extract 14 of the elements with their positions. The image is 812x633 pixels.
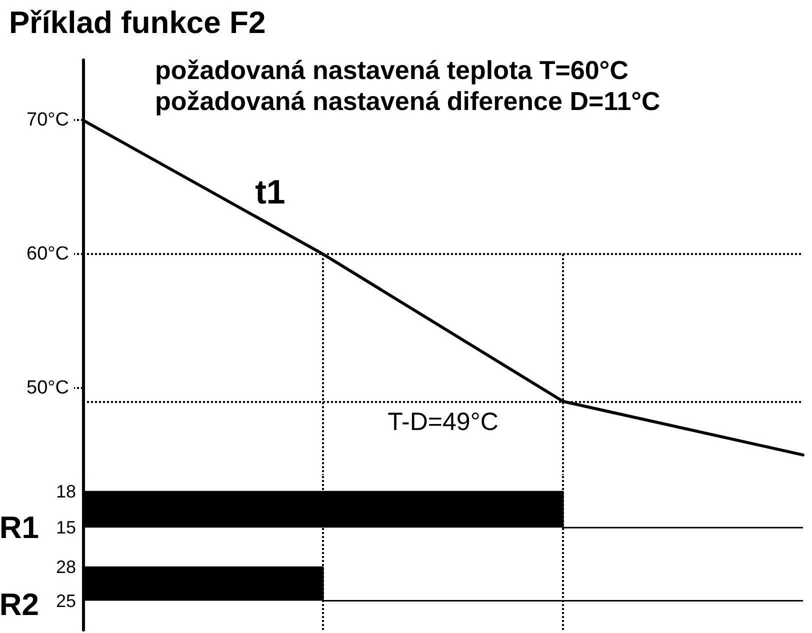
annotation: požadovaná nastavená diference D=11°C [155, 86, 661, 116]
y-axis-title: R2 [0, 587, 39, 622]
y-tick-label: 15 [56, 518, 76, 538]
y-tick-label: 28 [56, 557, 76, 578]
chart-title: Příklad funkce F2 [9, 5, 266, 40]
annotation: požadovaná nastavená teplota T=60°C [155, 55, 629, 85]
series-label: t1 [255, 174, 286, 212]
y-tick-label: 70°C [26, 110, 69, 131]
y-tick-label: 50°C [26, 377, 69, 398]
y-tick-label: 60°C [26, 244, 69, 265]
ref-line-label: T-D=49°C [388, 408, 498, 436]
y-axis-title: R1 [0, 510, 39, 545]
y-tick-label: 25 [56, 590, 76, 611]
y-tick-label: 18 [56, 482, 76, 502]
